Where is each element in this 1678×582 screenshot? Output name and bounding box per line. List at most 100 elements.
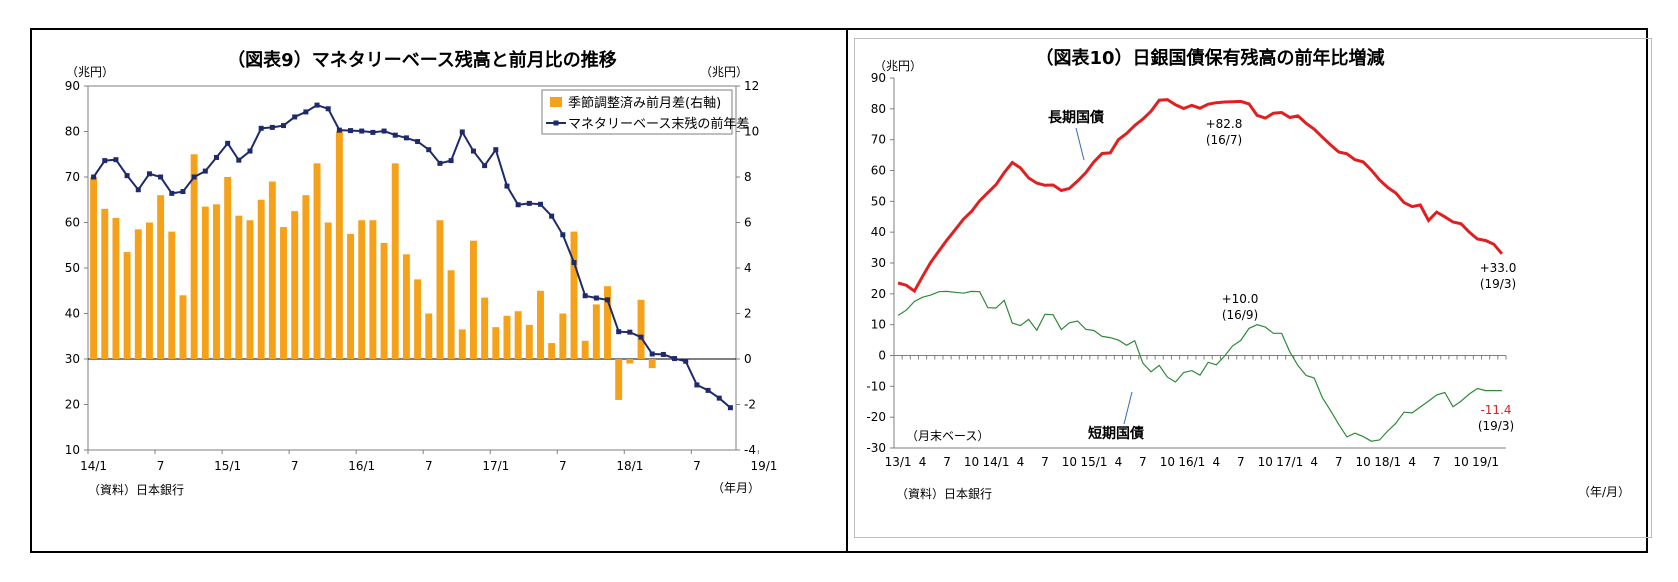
chart9-panel: （図表9）マネタリーベース残高と前月比の推移 （兆円） （兆円） 10 20 30 40 50… bbox=[32, 30, 846, 551]
chart10-x-tick-label: 4 bbox=[1212, 455, 1220, 469]
chart9-line-point bbox=[303, 109, 309, 115]
chart9-right-tick-label: 8 bbox=[744, 170, 752, 184]
chart9-line-point bbox=[258, 125, 264, 131]
chart9-bar bbox=[347, 233, 355, 359]
chart9-left-tick-label: 20 bbox=[65, 398, 80, 412]
chart10-title: （図表10）日銀国債保有残高の前年比増減 bbox=[1035, 47, 1384, 69]
chart9-line-point bbox=[113, 157, 119, 163]
chart9-line-point bbox=[437, 160, 443, 166]
chart9-line-point bbox=[672, 356, 678, 362]
chart9-legend-swatch-marker bbox=[553, 120, 559, 126]
chart9-left-tick-label: 80 bbox=[65, 125, 80, 139]
chart9-left-tick-label: 90 bbox=[65, 79, 80, 93]
chart9-x-tick-label: 7 bbox=[157, 459, 165, 473]
chart9-source: （資料）日本銀行 bbox=[88, 483, 184, 497]
chart9-bar bbox=[414, 279, 422, 359]
chart9-right-tick-label: -2 bbox=[744, 398, 756, 412]
chart10-y-tick-label: 90 bbox=[871, 71, 886, 85]
chart9-bar bbox=[324, 222, 332, 359]
chart9-line-point bbox=[236, 157, 242, 163]
chart9-bar bbox=[447, 270, 455, 359]
chart10-x-tick-label: 19/1 bbox=[1472, 455, 1499, 469]
chart10-basis-label: （月末ベース） bbox=[906, 429, 989, 443]
chart9-line-point bbox=[135, 187, 141, 193]
chart9-line-point bbox=[616, 329, 622, 335]
chart9-line-point bbox=[370, 129, 376, 135]
chart9-right-tick-label: 10 bbox=[744, 125, 759, 139]
chart9-bar bbox=[648, 359, 656, 369]
chart9-line-point bbox=[660, 351, 666, 357]
chart9-line-point bbox=[515, 202, 521, 208]
chart10-source: （資料）日本銀行 bbox=[896, 487, 992, 501]
chart9-bar bbox=[201, 206, 209, 359]
chart9-line-point bbox=[459, 129, 465, 135]
chart9-bar bbox=[101, 208, 109, 359]
chart9-left-tick-label: 10 bbox=[65, 443, 80, 457]
chart9-legend-swatch-bar bbox=[550, 97, 562, 107]
chart9-bar bbox=[615, 359, 623, 400]
chart10-x-tick-label: 10 bbox=[1453, 455, 1468, 469]
chart9-bar bbox=[548, 343, 556, 359]
chart10-plot-border bbox=[854, 38, 1652, 538]
chart10-x-tick-label: 16/1 bbox=[1178, 455, 1205, 469]
chart9-left-tick-label: 30 bbox=[65, 352, 80, 366]
chart10-y-tick-label: 0 bbox=[878, 349, 886, 363]
chart9-bar bbox=[369, 220, 377, 359]
chart9-bar bbox=[525, 324, 533, 359]
chart9-bar bbox=[492, 327, 500, 359]
chart9-bar bbox=[145, 222, 153, 359]
chart9-legend-label-bar: 季節調整済み前月差(右軸) bbox=[568, 95, 721, 111]
chart9-left-tick-label: 60 bbox=[65, 216, 80, 230]
chart9-line-point bbox=[627, 329, 633, 335]
chart9-x-tick-label: 7 bbox=[559, 459, 567, 473]
chart9-x-tick-label: 7 bbox=[693, 459, 701, 473]
chart9-x-tick-label: 18/1 bbox=[616, 459, 643, 473]
chart10-pointer-short-term bbox=[1123, 391, 1133, 425]
chart9-line-point bbox=[426, 147, 432, 153]
chart9-line-point bbox=[91, 174, 97, 180]
chart9-bar bbox=[224, 177, 232, 359]
chart9-line-point bbox=[705, 387, 711, 393]
chart9-bar bbox=[168, 231, 176, 359]
chart9-bar bbox=[123, 252, 131, 359]
chart9-bar bbox=[358, 220, 366, 359]
chart10-annot-end-short: -11.4 bbox=[1480, 403, 1511, 417]
chart9-left-tick-label: 40 bbox=[65, 307, 80, 321]
chart10-label-short-term: 短期国債 bbox=[1088, 425, 1144, 442]
chart9-line-point bbox=[314, 102, 320, 108]
chart10-annot-end-long-date: (19/3) bbox=[1480, 277, 1516, 291]
chart9-bar bbox=[481, 297, 489, 359]
chart9-bar bbox=[391, 163, 399, 359]
chart9-line-point bbox=[225, 140, 231, 146]
chart10-y-tick-label: -10 bbox=[866, 379, 886, 393]
chart10-annot-peak-short: +10.0 bbox=[1222, 292, 1259, 306]
chart10-panel: （図表10）日銀国債保有残高の前年比増減 （兆円） -30 -20 -10 0 10 20 30… bbox=[848, 30, 1646, 551]
chart9-bar bbox=[134, 229, 142, 359]
chart10-x-tick-label: 7 bbox=[1433, 455, 1441, 469]
chart9-line-point bbox=[213, 154, 219, 160]
chart9-line-point bbox=[582, 293, 588, 299]
chart10-line-long-term bbox=[897, 98, 1504, 294]
chart10-x-tick-label: 7 bbox=[1237, 455, 1245, 469]
chart9-right-tick-label: 12 bbox=[744, 79, 759, 93]
chart9-legend-label-line: マネタリーベース末残の前年差 bbox=[568, 116, 749, 132]
chart9-bar bbox=[514, 311, 522, 359]
chart9-bar bbox=[246, 220, 254, 359]
chart9-line-point bbox=[247, 148, 253, 154]
chart10-x-tick-label: 4 bbox=[1115, 455, 1123, 469]
chart10-x-tick-label: 17/1 bbox=[1276, 455, 1303, 469]
chart10-y-tick-label: 50 bbox=[871, 194, 886, 208]
chart9-line-point bbox=[180, 189, 186, 195]
chart9-bar bbox=[268, 181, 276, 359]
chart9-line-point bbox=[649, 351, 655, 357]
chart10-x-tick-label: 14/1 bbox=[983, 455, 1010, 469]
chart9-left-unit: （兆円） bbox=[66, 65, 114, 79]
chart9-line-point bbox=[146, 171, 152, 177]
chart9-line-point bbox=[124, 173, 130, 179]
chart9-bar bbox=[503, 315, 511, 359]
chart10-x-tick-label: 4 bbox=[1310, 455, 1318, 469]
chart10-y-tick-label: -20 bbox=[866, 410, 886, 424]
chart9-line-point bbox=[448, 158, 454, 164]
chart9-line-point bbox=[549, 213, 555, 219]
chart10-y-unit: （兆円） bbox=[874, 59, 922, 73]
